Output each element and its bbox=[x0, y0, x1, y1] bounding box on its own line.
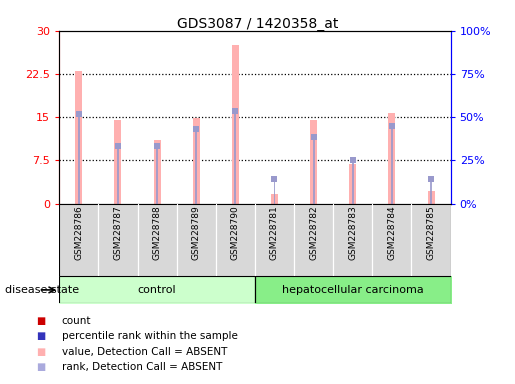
Bar bbox=[75, 71, 82, 204]
Text: hepatocellular carcinoma: hepatocellular carcinoma bbox=[282, 285, 424, 295]
Text: GSM228781: GSM228781 bbox=[270, 206, 279, 260]
Text: count: count bbox=[62, 316, 91, 326]
FancyBboxPatch shape bbox=[177, 204, 216, 276]
Bar bbox=[195, 129, 197, 204]
FancyBboxPatch shape bbox=[294, 204, 333, 276]
FancyBboxPatch shape bbox=[255, 204, 294, 276]
Bar bbox=[388, 113, 396, 204]
Text: GDS3087 / 1420358_at: GDS3087 / 1420358_at bbox=[177, 17, 338, 31]
Text: GSM228787: GSM228787 bbox=[113, 206, 123, 260]
Text: GSM228789: GSM228789 bbox=[192, 206, 201, 260]
Text: GSM228790: GSM228790 bbox=[231, 206, 240, 260]
Bar bbox=[273, 179, 276, 204]
FancyBboxPatch shape bbox=[138, 204, 177, 276]
Bar bbox=[310, 120, 317, 204]
Text: ■: ■ bbox=[37, 316, 46, 326]
Bar bbox=[114, 120, 122, 204]
Bar bbox=[232, 45, 239, 204]
FancyBboxPatch shape bbox=[411, 204, 451, 276]
Bar bbox=[234, 111, 236, 204]
Bar bbox=[391, 126, 393, 204]
Text: ■: ■ bbox=[37, 331, 46, 341]
FancyBboxPatch shape bbox=[98, 204, 138, 276]
Bar bbox=[430, 179, 432, 204]
Bar bbox=[255, 276, 451, 303]
Text: disease state: disease state bbox=[5, 285, 79, 295]
Bar bbox=[153, 140, 161, 204]
Text: GSM228788: GSM228788 bbox=[152, 206, 162, 260]
Text: GSM228785: GSM228785 bbox=[426, 206, 436, 260]
Bar bbox=[349, 164, 356, 204]
Text: GSM228786: GSM228786 bbox=[74, 206, 83, 260]
FancyBboxPatch shape bbox=[372, 204, 411, 276]
Bar bbox=[313, 137, 315, 204]
Text: control: control bbox=[138, 285, 176, 295]
Text: GSM228783: GSM228783 bbox=[348, 206, 357, 260]
Text: rank, Detection Call = ABSENT: rank, Detection Call = ABSENT bbox=[62, 362, 222, 372]
Text: percentile rank within the sample: percentile rank within the sample bbox=[62, 331, 238, 341]
Bar bbox=[427, 191, 435, 204]
Bar bbox=[117, 146, 119, 204]
FancyBboxPatch shape bbox=[333, 204, 372, 276]
Text: GSM228782: GSM228782 bbox=[309, 206, 318, 260]
Bar bbox=[352, 161, 354, 204]
Bar bbox=[271, 194, 278, 204]
Text: ■: ■ bbox=[37, 347, 46, 357]
Bar bbox=[78, 114, 80, 204]
Bar bbox=[193, 118, 200, 204]
FancyBboxPatch shape bbox=[216, 204, 255, 276]
Bar bbox=[59, 276, 255, 303]
Text: value, Detection Call = ABSENT: value, Detection Call = ABSENT bbox=[62, 347, 227, 357]
FancyBboxPatch shape bbox=[59, 204, 98, 276]
Text: GSM228784: GSM228784 bbox=[387, 206, 397, 260]
Bar bbox=[156, 146, 158, 204]
Text: ■: ■ bbox=[37, 362, 46, 372]
